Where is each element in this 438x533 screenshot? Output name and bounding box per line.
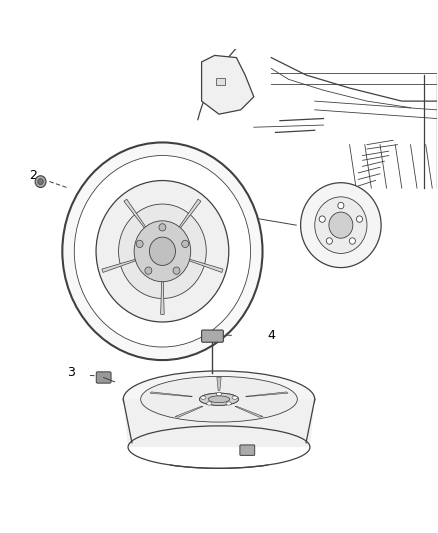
Ellipse shape bbox=[134, 221, 191, 282]
Polygon shape bbox=[246, 392, 288, 397]
Polygon shape bbox=[189, 259, 223, 272]
Ellipse shape bbox=[326, 238, 332, 244]
Ellipse shape bbox=[201, 396, 206, 399]
Polygon shape bbox=[235, 406, 263, 417]
Ellipse shape bbox=[159, 224, 166, 231]
Ellipse shape bbox=[74, 156, 251, 347]
Ellipse shape bbox=[208, 396, 230, 402]
Text: 4: 4 bbox=[267, 329, 275, 342]
FancyBboxPatch shape bbox=[215, 78, 225, 85]
Ellipse shape bbox=[182, 240, 189, 247]
Polygon shape bbox=[201, 55, 254, 114]
Ellipse shape bbox=[232, 396, 237, 399]
Ellipse shape bbox=[145, 267, 152, 274]
Ellipse shape bbox=[226, 402, 231, 405]
Ellipse shape bbox=[216, 392, 222, 395]
Ellipse shape bbox=[199, 393, 239, 405]
Polygon shape bbox=[150, 392, 192, 397]
Text: 1: 1 bbox=[121, 199, 129, 212]
Ellipse shape bbox=[207, 402, 212, 405]
Ellipse shape bbox=[123, 371, 315, 427]
Polygon shape bbox=[175, 406, 203, 417]
FancyBboxPatch shape bbox=[96, 372, 111, 383]
Ellipse shape bbox=[329, 212, 353, 238]
Ellipse shape bbox=[350, 238, 355, 244]
FancyBboxPatch shape bbox=[201, 330, 223, 342]
Ellipse shape bbox=[315, 197, 367, 254]
Ellipse shape bbox=[357, 216, 363, 222]
Ellipse shape bbox=[149, 237, 176, 265]
Polygon shape bbox=[102, 259, 136, 272]
Ellipse shape bbox=[136, 240, 143, 247]
Ellipse shape bbox=[119, 204, 206, 298]
Ellipse shape bbox=[141, 376, 297, 422]
Polygon shape bbox=[123, 399, 315, 447]
Polygon shape bbox=[217, 377, 221, 391]
Ellipse shape bbox=[38, 179, 43, 184]
Text: 3: 3 bbox=[67, 366, 75, 379]
Polygon shape bbox=[161, 279, 164, 314]
Ellipse shape bbox=[338, 203, 344, 209]
FancyBboxPatch shape bbox=[240, 445, 254, 455]
Ellipse shape bbox=[300, 183, 381, 268]
Ellipse shape bbox=[96, 181, 229, 322]
Polygon shape bbox=[178, 199, 201, 229]
Ellipse shape bbox=[199, 393, 239, 405]
Polygon shape bbox=[124, 199, 146, 229]
Text: 2: 2 bbox=[29, 168, 37, 182]
Ellipse shape bbox=[35, 176, 46, 188]
Ellipse shape bbox=[62, 142, 262, 360]
Ellipse shape bbox=[319, 216, 325, 222]
Ellipse shape bbox=[173, 267, 180, 274]
